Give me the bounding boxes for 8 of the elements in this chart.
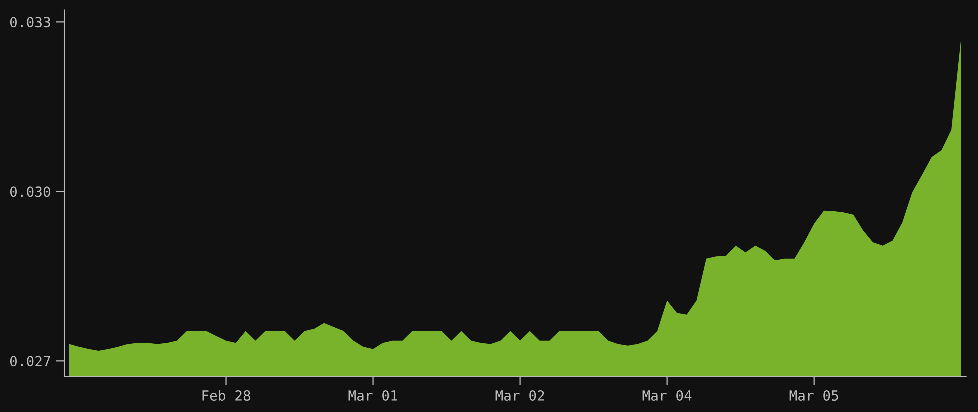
x-tick-label: Mar 02 bbox=[496, 390, 544, 401]
x-tick-label: Feb 28 bbox=[202, 390, 250, 401]
y-tick-label: 0.033 bbox=[10, 17, 50, 28]
y-tick-label: 0.030 bbox=[10, 186, 50, 198]
x-tick-label: Mar 05 bbox=[790, 390, 838, 401]
x-tick-label: Mar 04 bbox=[642, 390, 692, 401]
x-tick-label: Mar 01 bbox=[348, 390, 398, 401]
y-tick-label: 0.027 bbox=[10, 356, 50, 367]
